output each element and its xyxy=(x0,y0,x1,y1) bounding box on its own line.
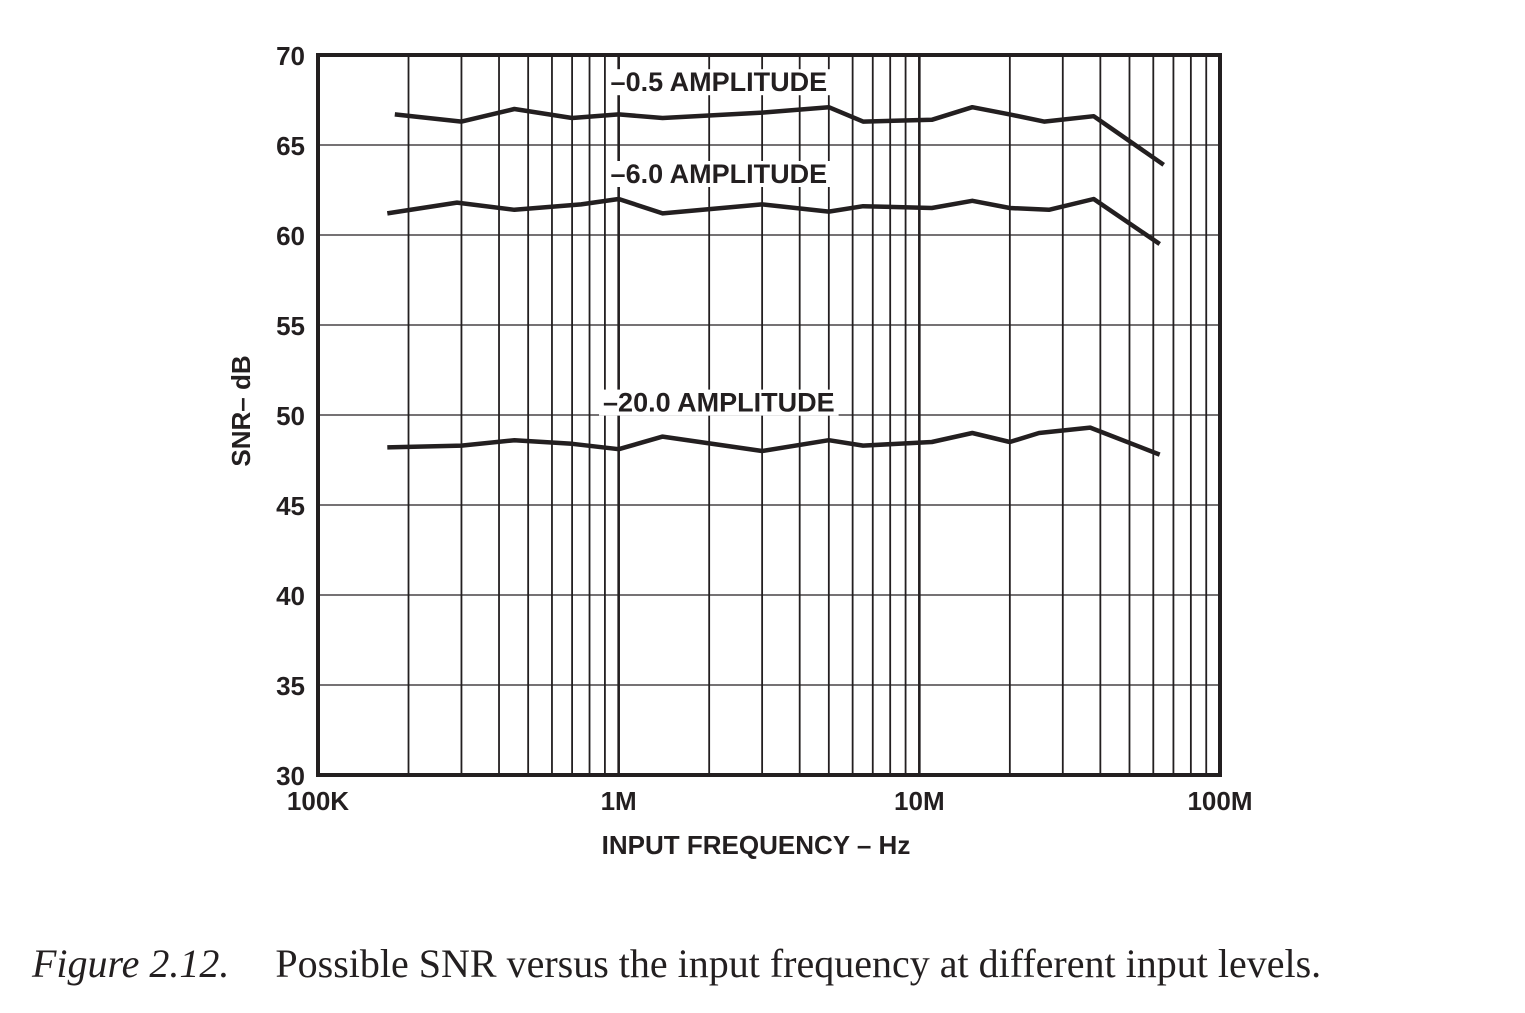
series-line-2 xyxy=(386,196,1161,246)
y-tick-label: 65 xyxy=(276,131,305,161)
series-labels: –0.5 AMPLITUDE –6.0 AMPLITUDE –20.0 AMPLIT… xyxy=(599,67,839,418)
snr-chart: 30 35 40 45 50 55 60 65 70 100K 1M 10M 100M –0.5 AM… xyxy=(226,41,1253,860)
y-tick-label: 55 xyxy=(276,311,305,341)
x-tick-label: 100K xyxy=(287,786,349,816)
x-tick-label: 1M xyxy=(601,786,637,816)
series-label-backing xyxy=(599,389,839,416)
y-tick-labels: 30 35 40 45 50 55 60 65 70 xyxy=(276,41,305,791)
y-tick-label: 35 xyxy=(276,671,305,701)
y-tick-label: 40 xyxy=(276,581,305,611)
caption-text: Possible SNR versus the input frequency … xyxy=(275,941,1322,986)
series-line-3 xyxy=(387,425,1161,457)
series-label-1: –0.5 AMPLITUDE xyxy=(611,67,828,97)
series-label-2: –6.0 AMPLITUDE xyxy=(611,159,828,189)
series-label-3: –20.0 AMPLITUDE xyxy=(603,388,835,418)
y-tick-label: 60 xyxy=(276,221,305,251)
series-label-backing xyxy=(606,161,832,187)
series-lines xyxy=(386,104,1165,457)
figure-number: Figure 2.12. xyxy=(32,941,230,986)
series-line-1 xyxy=(394,104,1165,167)
y-tick-label: 45 xyxy=(276,491,305,521)
figure-caption: Figure 2.12. Possible SNR versus the inpu… xyxy=(32,940,1321,987)
y-tick-label: 70 xyxy=(276,41,305,71)
series-label-backing xyxy=(606,69,832,96)
x-tick-label: 10M xyxy=(894,786,945,816)
plot-frame xyxy=(316,53,1222,777)
x-tick-label: 100M xyxy=(1187,786,1252,816)
y-tick-label: 50 xyxy=(276,401,305,431)
y-tick-label: 30 xyxy=(276,761,305,791)
x-axis-title: INPUT FREQUENCY – Hz xyxy=(602,830,911,860)
x-tick-labels: 100K 1M 10M 100M xyxy=(287,786,1253,816)
y-axis-title: SNR– dB xyxy=(226,355,256,466)
